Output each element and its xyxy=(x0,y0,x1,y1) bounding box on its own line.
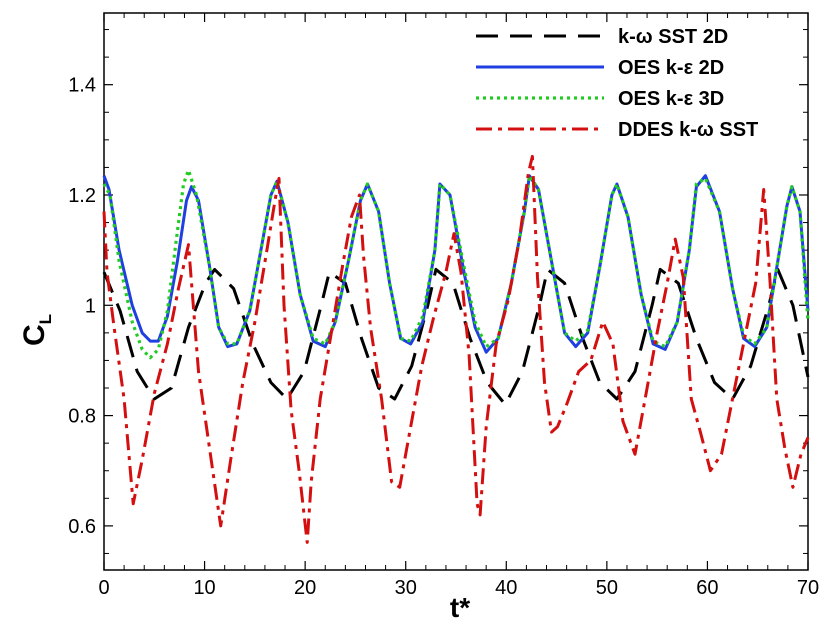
legend: k-ω SST 2D OES k-ε 2D OES k-ε 3D DDES k-ω S… xyxy=(476,26,758,141)
series-line-4 xyxy=(102,154,810,544)
axes: 0 10 20 30 40 50 60 70 0.6 0.8 1 1.2 1.4 xyxy=(68,12,819,599)
y-axis-title: CL xyxy=(18,314,55,346)
y-axis-title-main: C xyxy=(18,324,51,346)
y-tick-label: 0.6 xyxy=(68,516,96,538)
series-line-1 xyxy=(102,267,810,407)
legend-label: OES k-ε 2D xyxy=(618,57,724,79)
x-tick-label: 70 xyxy=(797,577,819,599)
plot-series xyxy=(102,154,810,544)
x-tick-label: 20 xyxy=(294,577,316,599)
x-tick-label: 0 xyxy=(98,577,109,599)
y-tick-label: 1 xyxy=(85,295,96,317)
x-tick-label: 40 xyxy=(495,577,517,599)
legend-label: k-ω SST 2D xyxy=(618,26,728,48)
legend-label: DDES k-ω SST xyxy=(618,119,758,141)
y-tick-label: 0.8 xyxy=(68,406,96,428)
y-axis-title-subscript: L xyxy=(36,314,55,324)
series-line-2 xyxy=(102,174,810,354)
x-axis-title: t* xyxy=(450,592,470,623)
y-tick-label: 1.2 xyxy=(68,185,96,207)
x-tick-label: 30 xyxy=(395,577,417,599)
series-line-3 xyxy=(102,168,810,360)
legend-label: OES k-ε 3D xyxy=(618,88,724,110)
y-tick-label: 1.4 xyxy=(68,75,96,97)
x-tick-label: 60 xyxy=(696,577,718,599)
x-tick-label: 50 xyxy=(596,577,618,599)
plot-frame xyxy=(103,12,809,571)
x-tick-label: 10 xyxy=(193,577,215,599)
